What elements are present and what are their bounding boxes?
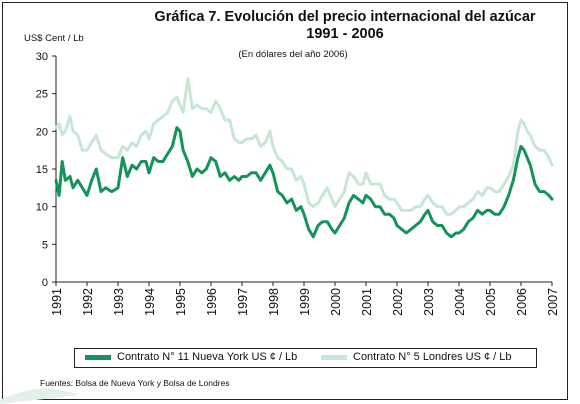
y-axis-label: US$ Cent / Lb — [24, 33, 84, 44]
x-tick-label: 1994 — [143, 288, 157, 316]
x-tick-label: 2007 — [546, 288, 560, 316]
decorative-wave — [0, 388, 80, 404]
series-line-londres — [54, 77, 554, 216]
legend-label-nueva-york: Contrato N° 11 Nueva York US ¢ / Lb — [117, 351, 298, 363]
y-tick-label: 5 — [42, 239, 48, 251]
x-tick-label: 2004 — [453, 288, 467, 316]
legend: Contrato N° 11 Nueva York US ¢ / Lb Cont… — [74, 348, 537, 368]
y-tick-label: 0 — [42, 277, 48, 289]
x-tick-label: 2006 — [515, 288, 529, 316]
x-tick-label: 2003 — [422, 288, 436, 316]
x-tick-label: 1996 — [205, 288, 219, 316]
x-tick-label: 1997 — [236, 288, 250, 316]
y-tick-label: 10 — [36, 202, 48, 214]
source-note: Fuentes: Bolsa de Nueva York y Bolsa de … — [40, 378, 230, 388]
title-line-2: 1991 - 2006 — [306, 26, 384, 42]
x-tick-label: 1993 — [112, 288, 126, 316]
x-tick-label: 2002 — [391, 288, 405, 316]
x-tick-label: 1992 — [81, 288, 95, 316]
legend-item-nueva-york: Contrato N° 11 Nueva York US ¢ / Lb — [85, 351, 297, 363]
legend-swatch-nueva-york — [85, 354, 111, 360]
x-tick-label: 1995 — [174, 288, 188, 316]
title-line-1: Gráfica 7. Evolución del precio internac… — [154, 9, 536, 25]
legend-label-londres: Contrato N° 5 Londres US ¢ / Lb — [353, 351, 512, 363]
x-tick-label: 2001 — [360, 288, 374, 316]
y-tick-label: 30 — [36, 51, 48, 63]
legend-item-londres: Contrato N° 5 Londres US ¢ / Lb — [321, 351, 512, 363]
y-tick-label: 20 — [36, 126, 48, 138]
series-line-nueva-york — [54, 126, 554, 239]
legend-swatch-londres — [321, 354, 347, 360]
chart-title: Gráfica 7. Evolución del precio internac… — [0, 9, 580, 43]
y-tick-label: 25 — [36, 89, 48, 101]
chart-subtitle: (En dólares del año 2006) — [238, 49, 348, 60]
x-tick-label: 2000 — [329, 288, 343, 316]
x-tick-label: 1999 — [298, 288, 312, 316]
x-tick-label: 1991 — [50, 288, 64, 316]
y-tick-label: 15 — [36, 164, 48, 176]
x-tick-label: 1998 — [267, 288, 281, 316]
x-tick-label: 2005 — [484, 288, 498, 316]
